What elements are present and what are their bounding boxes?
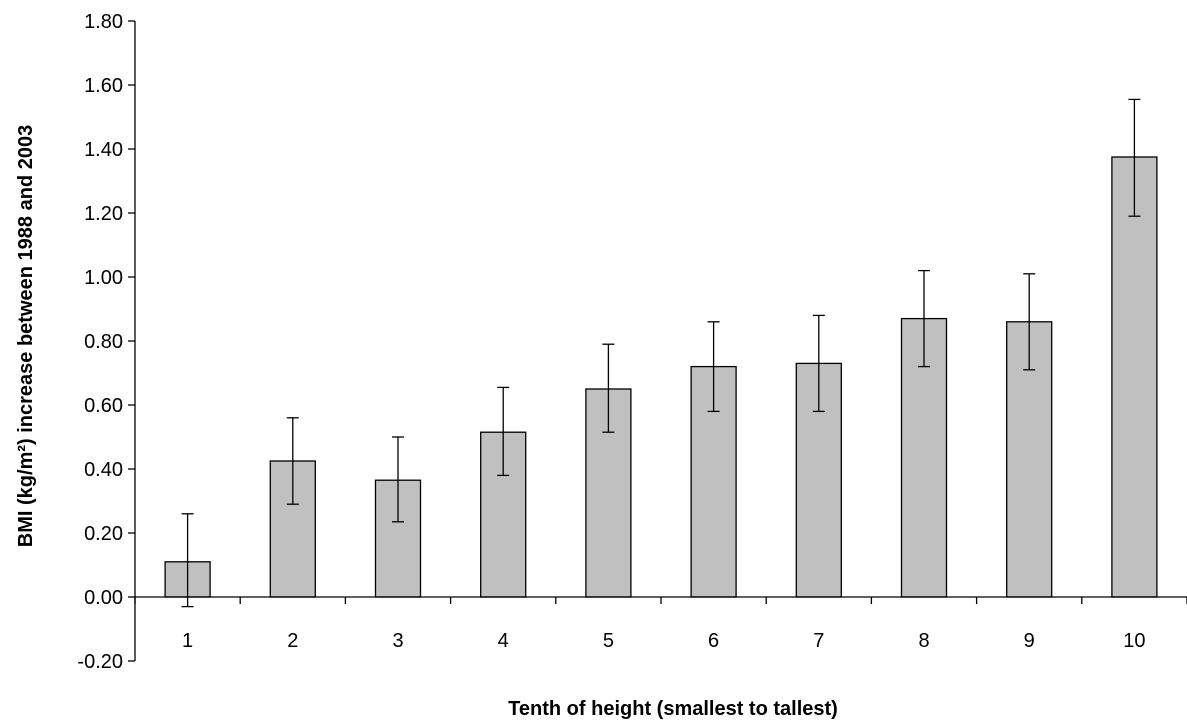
x-tick-label: 5 bbox=[603, 630, 614, 652]
x-tick-label: 2 bbox=[287, 630, 298, 652]
x-tick-label: 10 bbox=[1123, 630, 1145, 652]
x-axis-ticks: 1 2 3 4 5 6 7 8 9 10 bbox=[134, 597, 1187, 652]
error-bars bbox=[181, 98, 1141, 608]
y-tick-label: 1.20 bbox=[84, 203, 123, 225]
x-tick-label: 1 bbox=[182, 630, 193, 652]
x-tick-label: 6 bbox=[708, 630, 719, 652]
bar bbox=[1111, 156, 1158, 598]
y-tick-label: 0.40 bbox=[84, 459, 123, 481]
y-tick-label: 1.60 bbox=[84, 75, 123, 97]
y-tick-label: 0.00 bbox=[84, 587, 123, 609]
x-tick-label: 4 bbox=[498, 630, 509, 652]
bars bbox=[164, 156, 1158, 598]
x-tick-label: 9 bbox=[1024, 630, 1035, 652]
x-axis-title: Tenth of height (smallest to tallest) bbox=[508, 698, 838, 720]
y-tick-label: -0.20 bbox=[77, 651, 123, 673]
y-tick-label: 1.80 bbox=[84, 11, 123, 33]
y-axis-title: BMI (kg/m²) increase between 1988 and 20… bbox=[15, 125, 37, 547]
y-axis-ticks: -0.20 0.00 0.20 0.40 0.60 0.80 1.00 1.20 1.40 1.6… bbox=[77, 11, 135, 673]
y-tick-label: 1.00 bbox=[84, 267, 123, 289]
x-tick-label: 8 bbox=[918, 630, 929, 652]
x-tick-label: 7 bbox=[813, 630, 824, 652]
y-tick-label: 0.60 bbox=[84, 395, 123, 417]
y-tick-label: 1.40 bbox=[84, 139, 123, 161]
y-tick-label: 0.80 bbox=[84, 331, 123, 353]
y-tick-label: 0.20 bbox=[84, 523, 123, 545]
x-tick-label: 3 bbox=[392, 630, 403, 652]
